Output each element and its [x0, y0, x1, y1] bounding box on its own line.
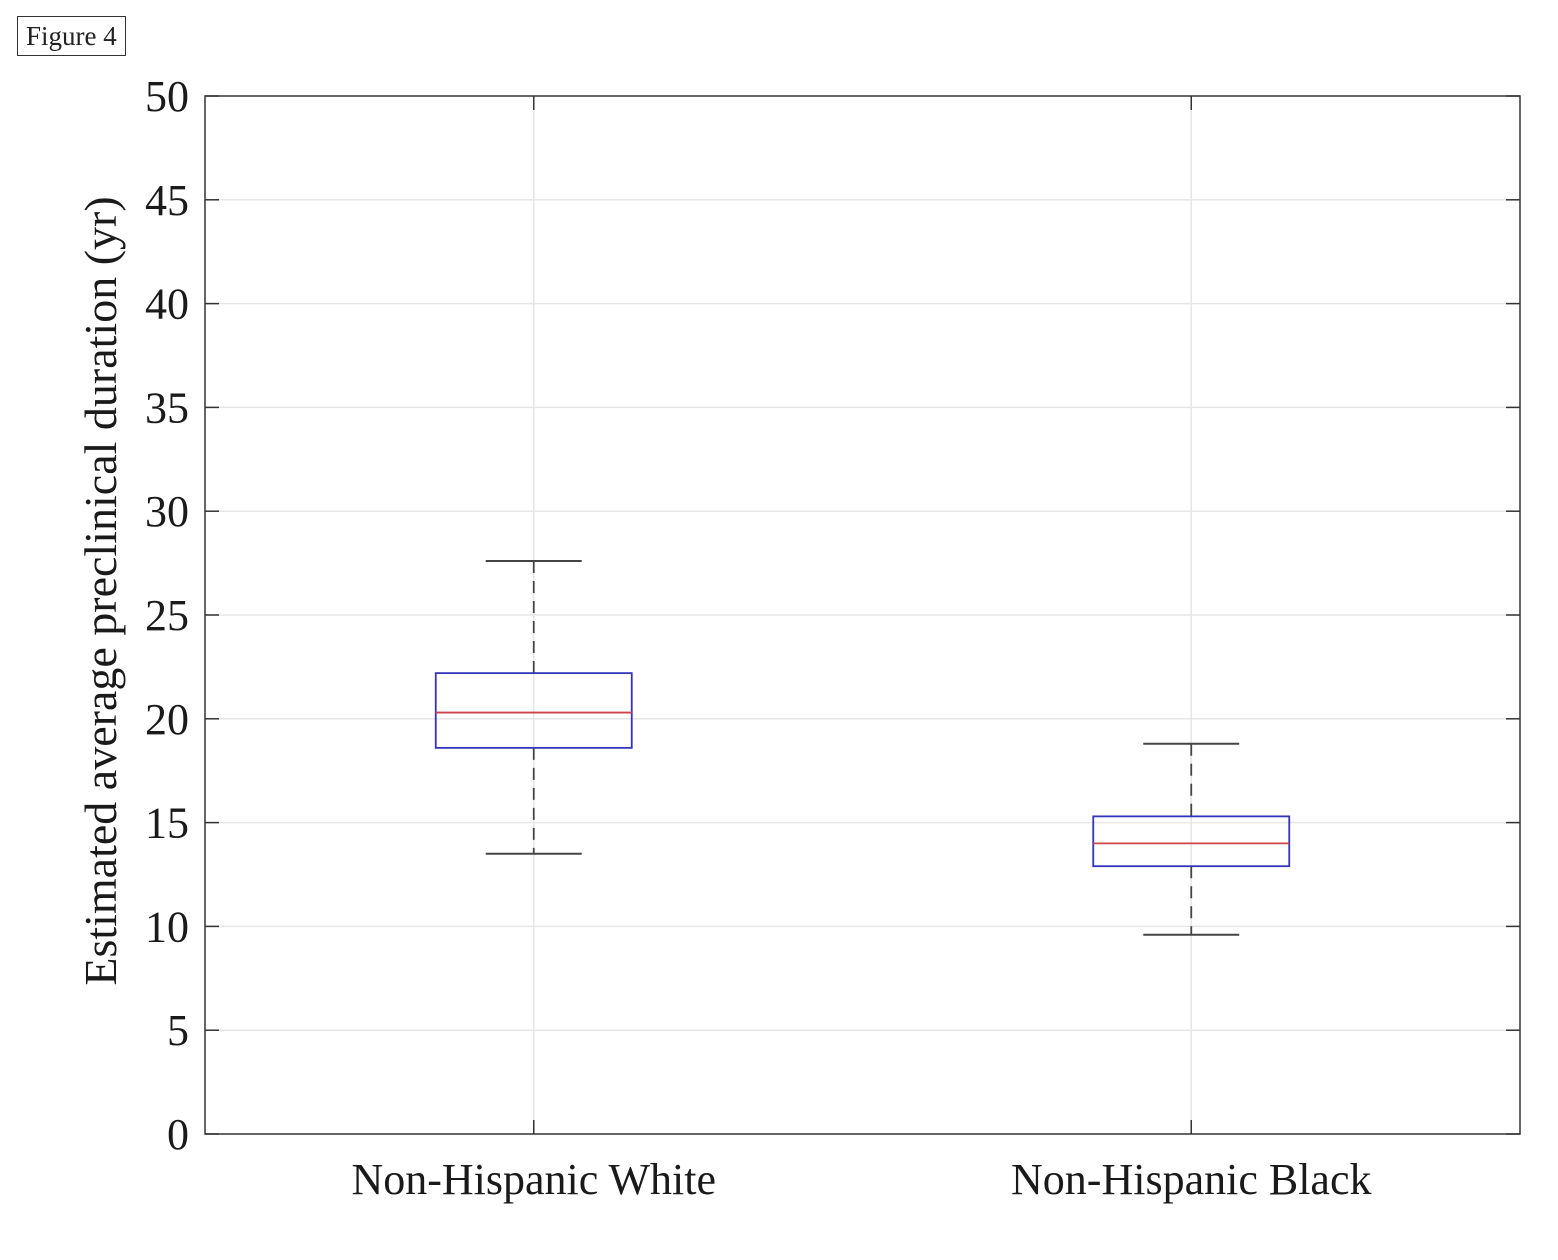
y-tick-label: 15 [145, 799, 189, 848]
y-axis-tick-labels: 0 5 10 15 20 25 30 35 40 45 50 [145, 72, 189, 1159]
box-1 [434, 560, 633, 855]
y-tick-label: 40 [145, 280, 189, 329]
y-tick-label: 5 [167, 1006, 189, 1055]
x-tick-label: Non-Hispanic White [351, 1155, 716, 1204]
y-tick-label: 50 [145, 72, 189, 121]
y-tick-label: 30 [145, 487, 189, 536]
x-axis-tick-labels: Non-Hispanic White Non-Hispanic Black [351, 1155, 1371, 1204]
boxes [434, 560, 1291, 936]
y-axis-label: Estimated average preclinical duration (… [75, 196, 126, 985]
interquartile-box [434, 672, 633, 749]
x-tick-label: Non-Hispanic Black [1011, 1155, 1371, 1204]
axis-ticks [205, 95, 1520, 1135]
y-tick-label: 10 [145, 902, 189, 951]
y-tick-label: 25 [145, 591, 189, 640]
box-2 [1092, 742, 1291, 936]
y-tick-label: 0 [167, 1110, 189, 1159]
y-tick-label: 35 [145, 383, 189, 432]
y-tick-label: 45 [145, 176, 189, 225]
grid-lines [205, 96, 1520, 1134]
figure-label: Figure 4 [17, 16, 126, 56]
y-tick-label: 20 [145, 695, 189, 744]
interquartile-box [1092, 815, 1291, 868]
